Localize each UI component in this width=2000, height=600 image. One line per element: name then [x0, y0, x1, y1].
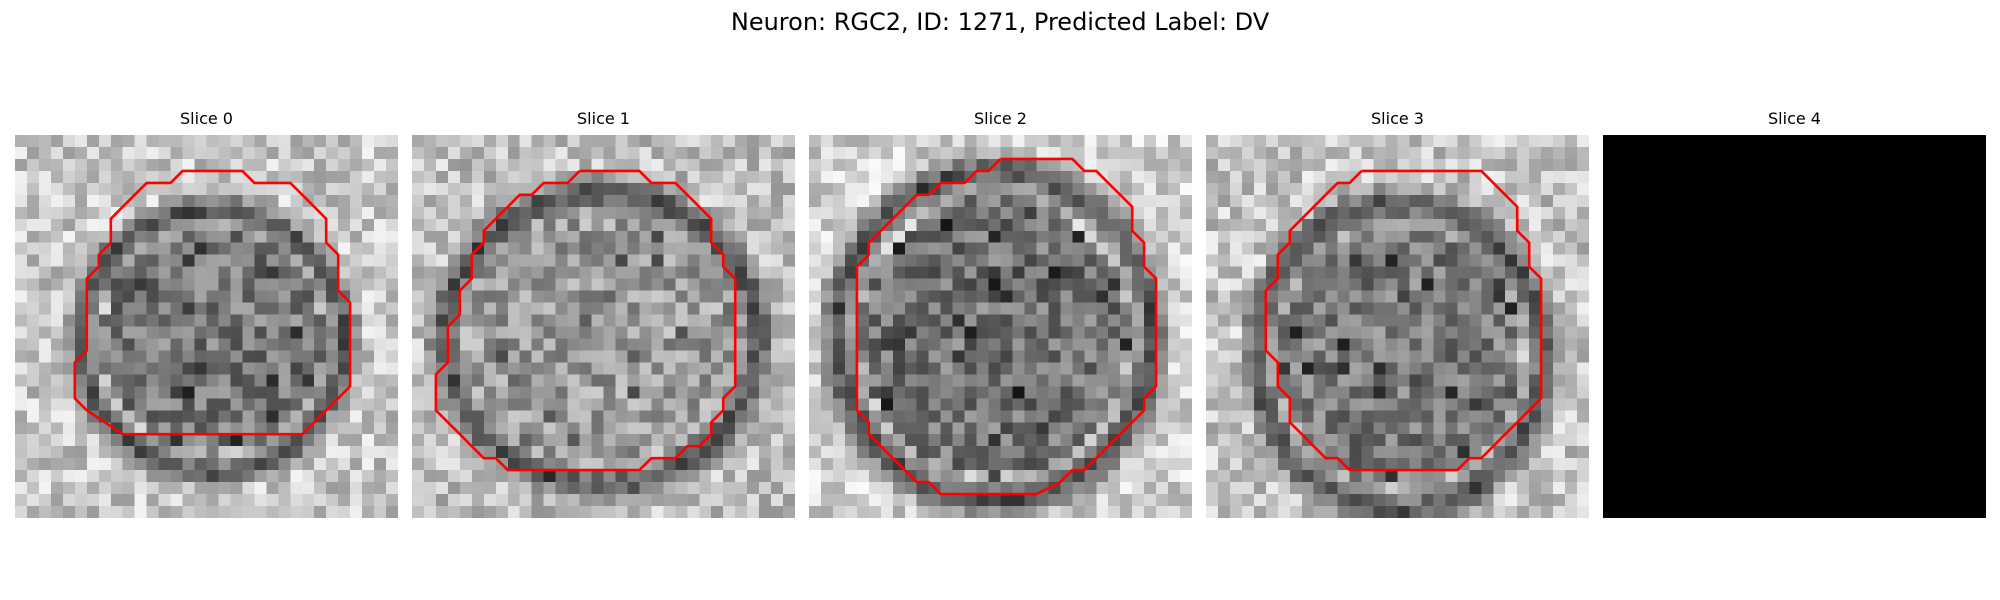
slice-image-3: [1206, 135, 1589, 518]
cell-contour: [1264, 169, 1543, 472]
slice-image-4: [1603, 135, 1986, 518]
slice-2-svg: [809, 135, 1192, 518]
slice-panel-0: Slice 0: [15, 107, 398, 518]
pixel-grid: [15, 135, 398, 518]
figure-title: Neuron: RGC2, ID: 1271, Predicted Label:…: [730, 8, 1270, 36]
slice-panel-2: Slice 2: [809, 107, 1192, 518]
slice-panel-3: Slice 3: [1206, 107, 1589, 518]
slice-image-2: [809, 135, 1192, 518]
slice-1-svg: [412, 135, 795, 518]
slice-panel-1: Slice 1: [412, 107, 795, 518]
slice-image-0: [15, 135, 398, 518]
slice-title-3: Slice 3: [1371, 109, 1424, 128]
slice-image-1: [412, 135, 795, 518]
pixel-grid: [412, 135, 795, 518]
cell-contour: [855, 157, 1158, 496]
cell-contour: [73, 169, 352, 436]
slice-4-svg: [1603, 135, 1986, 518]
pixel-grid: [809, 135, 1192, 518]
slice-panel-4: Slice 4: [1603, 107, 1986, 518]
cell-contour: [434, 169, 737, 472]
pixel-grid: [1206, 135, 1589, 518]
slice-3-svg: [1206, 135, 1589, 518]
slice-title-1: Slice 1: [577, 109, 630, 128]
slice-title-2: Slice 2: [974, 109, 1027, 128]
slice-title-4: Slice 4: [1768, 109, 1821, 128]
empty-slice-fill: [1603, 135, 1986, 518]
slice-0-svg: [15, 135, 398, 518]
slice-title-0: Slice 0: [180, 109, 233, 128]
